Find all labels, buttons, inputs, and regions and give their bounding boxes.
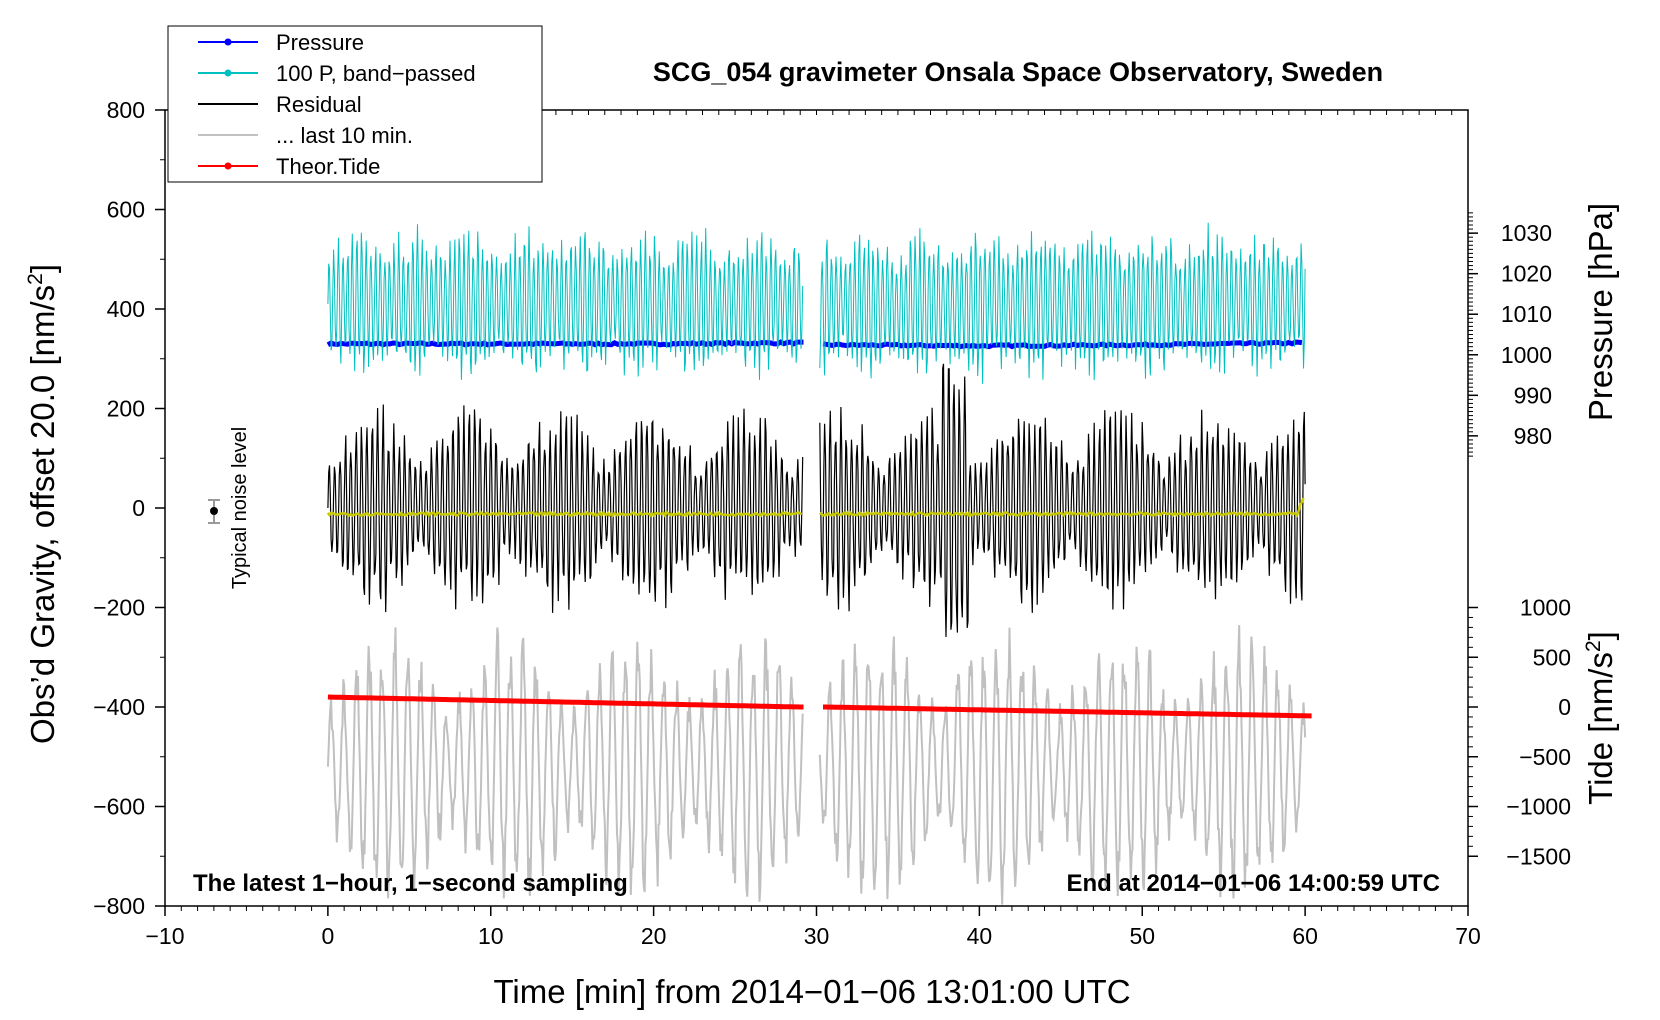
y-tide-tick-label: 0 bbox=[1558, 694, 1571, 720]
x-tick-label: 20 bbox=[641, 923, 667, 949]
x-tick-label: 10 bbox=[478, 923, 504, 949]
y-left-tick-label: 200 bbox=[107, 396, 145, 422]
y-axis-label-tide-sup: 2 bbox=[1582, 640, 1605, 652]
legend-label: Pressure bbox=[276, 30, 364, 55]
series-band-passed bbox=[327, 222, 1306, 384]
y-left-tick-label: −600 bbox=[93, 794, 145, 820]
axes-layer: −10 0 10 20 30 40 50 60 708006004002000−200−400−… bbox=[93, 97, 1571, 949]
y-pressure-tick-label: 990 bbox=[1514, 382, 1552, 408]
y-left-tick-label: 800 bbox=[107, 97, 145, 123]
legend-marker bbox=[224, 38, 232, 46]
x-tick-label: 0 bbox=[321, 923, 334, 949]
y-axis-label-tide: Tide [nm/s2] bbox=[1582, 631, 1619, 805]
y-axis-label-gravity: Obs’d Gravity, offset 20.0 [nm/s2] bbox=[24, 264, 61, 744]
y-left-tick-label: 0 bbox=[132, 495, 145, 521]
y-axis-label-pressure: Pressure [hPa] bbox=[1582, 203, 1619, 421]
legend-label: Theor.Tide bbox=[276, 154, 380, 179]
y-pressure-tick-label: 980 bbox=[1514, 423, 1552, 449]
series-smoothed-residual bbox=[326, 497, 1305, 518]
y-left-tick-label: 600 bbox=[107, 197, 145, 223]
y-pressure-tick-label: 1000 bbox=[1501, 342, 1552, 368]
y-axis-label-tide-end: ] bbox=[1582, 631, 1619, 640]
y-axis-label-gravity-end: ] bbox=[24, 264, 61, 273]
y-left-tick-label: −200 bbox=[93, 595, 145, 621]
legend-label: ... last 10 min. bbox=[276, 123, 413, 148]
y-pressure-tick-label: 1020 bbox=[1501, 261, 1552, 287]
y-left-tick-label: 400 bbox=[107, 296, 145, 322]
annotation-end-time: End at 2014−01−06 14:00:59 UTC bbox=[1066, 870, 1440, 897]
y-left-tick-label: −800 bbox=[93, 893, 145, 919]
legend-marker bbox=[224, 162, 232, 170]
y-pressure-tick-label: 1010 bbox=[1501, 301, 1552, 327]
series-last-10-min bbox=[326, 625, 1307, 905]
annotation-sampling: The latest 1−hour, 1−second sampling bbox=[193, 870, 628, 897]
y-axis-label-gravity-text: Obs’d Gravity, offset 20.0 [nm/s bbox=[24, 285, 61, 744]
y-left-tick-label: −400 bbox=[93, 694, 145, 720]
x-tick-label: 30 bbox=[804, 923, 830, 949]
noise-level-label: Typical noise level bbox=[229, 427, 251, 589]
x-tick-label: 40 bbox=[967, 923, 993, 949]
series-residual bbox=[327, 363, 1306, 638]
x-tick-label: 60 bbox=[1292, 923, 1318, 949]
y-pressure-tick-label: 1030 bbox=[1501, 220, 1552, 246]
chart-title: SCG_054 gravimeter Onsala Space Observat… bbox=[653, 57, 1383, 87]
noise-level-indicator: Typical noise level bbox=[208, 427, 251, 589]
x-tick-label: 50 bbox=[1129, 923, 1155, 949]
y-tide-tick-label: −1000 bbox=[1506, 794, 1571, 820]
y-axis-label-gravity-sup: 2 bbox=[24, 273, 47, 285]
y-tide-tick-label: −1500 bbox=[1506, 843, 1571, 869]
series-layer bbox=[326, 222, 1312, 905]
y-tide-tick-label: 500 bbox=[1533, 644, 1571, 670]
legend-label: 100 P, band−passed bbox=[276, 61, 476, 86]
legend: Pressure 100 P, band−passed Residual ... la… bbox=[167, 25, 543, 183]
noise-dot bbox=[210, 507, 218, 515]
legend-label: Residual bbox=[276, 92, 362, 117]
x-tick-label: 70 bbox=[1455, 923, 1481, 949]
x-tick-label: −10 bbox=[145, 923, 184, 949]
x-axis-label: Time [min] from 2014−01−06 13:01:00 UTC bbox=[493, 973, 1130, 1010]
y-axis-label-tide-text: Tide [nm/s bbox=[1582, 652, 1619, 805]
series-group bbox=[326, 222, 1312, 905]
y-tide-tick-label: 1000 bbox=[1520, 595, 1571, 621]
series-theor-tide bbox=[327, 694, 1312, 719]
legend-marker bbox=[224, 69, 232, 77]
y-tide-tick-label: −500 bbox=[1519, 744, 1571, 770]
